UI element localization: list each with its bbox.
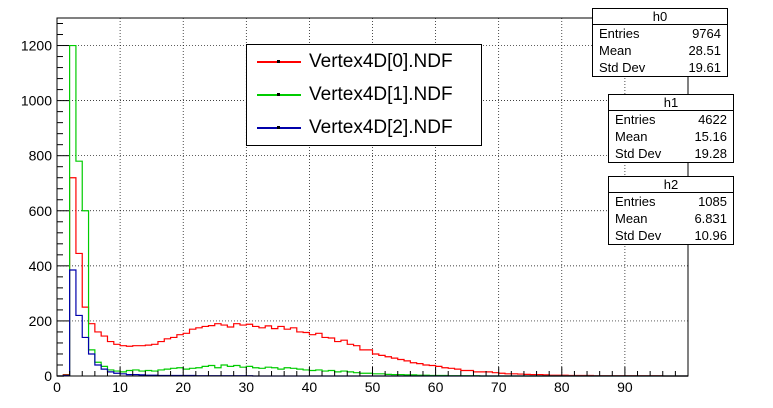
legend-label-0: Vertex4D[0].NDF (309, 51, 453, 72)
stats-label-entries: Entries (599, 26, 640, 41)
stats-value-std: 19.61 (688, 60, 721, 75)
x-tick-label-6: 60 (428, 379, 444, 395)
stats-value-entries: 9764 (692, 26, 721, 41)
x-tick-label-9: 90 (617, 379, 633, 395)
stats-row-entries-h2: Entries 1085 (609, 193, 733, 210)
stats-label-std: Std Dev (599, 60, 646, 75)
x-tick-label-8: 80 (554, 379, 570, 395)
x-tick-label-3: 30 (239, 379, 255, 395)
stats-value-mean: 15.16 (694, 129, 727, 144)
stats-row-std-h1: Std Dev 19.28 (609, 145, 733, 162)
stats-row-mean-h0: Mean 28.51 (593, 42, 727, 59)
stats-value-entries: 1085 (698, 194, 727, 209)
y-tick-label-3: 600 (29, 203, 53, 219)
x-tick-label-0: 0 (53, 379, 61, 395)
stats-label-std: Std Dev (615, 228, 662, 243)
stats-label-std: Std Dev (615, 146, 662, 161)
axes: 0 10 20 30 40 50 60 70 80 90 0 200 400 600 800 1000 1200 (21, 17, 689, 395)
stats-box-h0: h0 Entries 9764 Mean 28.51 Std Dev 19.61 (592, 8, 728, 77)
stats-label-mean: Mean (599, 43, 632, 58)
legend-label-2: Vertex4D[2].NDF (309, 117, 453, 138)
stats-value-std: 10.96 (694, 228, 727, 243)
legend-label-1: Vertex4D[1].NDF (309, 84, 453, 105)
stats-value-std: 19.28 (694, 146, 727, 161)
y-tick-label-0: 0 (44, 368, 52, 384)
legend-entry-2: Vertex4D[2].NDF (247, 111, 481, 145)
x-tick-label-2: 20 (175, 379, 191, 395)
legend-swatch-2 (257, 126, 301, 129)
stats-value-mean: 28.51 (688, 43, 721, 58)
stats-row-std-h0: Std Dev 19.61 (593, 59, 727, 76)
legend-entry-1: Vertex4D[1].NDF (247, 78, 481, 112)
stats-value-entries: 4622 (698, 112, 727, 127)
legend-entry-0: Vertex4D[0].NDF (247, 45, 481, 79)
x-tick-label-4: 40 (302, 379, 318, 395)
stats-title-h1: h1 (609, 95, 733, 111)
stats-title-h2: h2 (609, 177, 733, 193)
stats-title-h0: h0 (593, 9, 727, 25)
x-tick-label-5: 50 (365, 379, 381, 395)
y-tick-label-6: 1200 (21, 38, 52, 54)
stats-label-mean: Mean (615, 129, 648, 144)
x-tick-label-1: 10 (112, 379, 128, 395)
stats-row-entries-h0: Entries 9764 (593, 25, 727, 42)
legend: Vertex4D[0].NDF Vertex4D[1].NDF Vertex4D… (246, 44, 482, 146)
y-tick-label-4: 800 (29, 148, 53, 164)
stats-row-std-h2: Std Dev 10.96 (609, 227, 733, 244)
legend-swatch-1 (257, 93, 301, 96)
stats-value-mean: 6.831 (694, 211, 727, 226)
x-tick-label-7: 70 (491, 379, 507, 395)
stats-row-mean-h1: Mean 15.16 (609, 128, 733, 145)
stats-label-entries: Entries (615, 112, 656, 127)
legend-swatch-0 (257, 60, 301, 63)
y-tick-label-2: 400 (29, 258, 53, 274)
stats-label-mean: Mean (615, 211, 648, 226)
stats-box-h1: h1 Entries 4622 Mean 15.16 Std Dev 19.28 (608, 94, 734, 163)
stats-label-entries: Entries (615, 194, 656, 209)
stats-row-mean-h2: Mean 6.831 (609, 210, 733, 227)
y-tick-label-1: 200 (29, 313, 53, 329)
stats-row-entries-h1: Entries 4622 (609, 111, 733, 128)
y-tick-label-5: 1000 (21, 93, 52, 109)
stats-box-h2: h2 Entries 1085 Mean 6.831 Std Dev 10.96 (608, 176, 734, 245)
